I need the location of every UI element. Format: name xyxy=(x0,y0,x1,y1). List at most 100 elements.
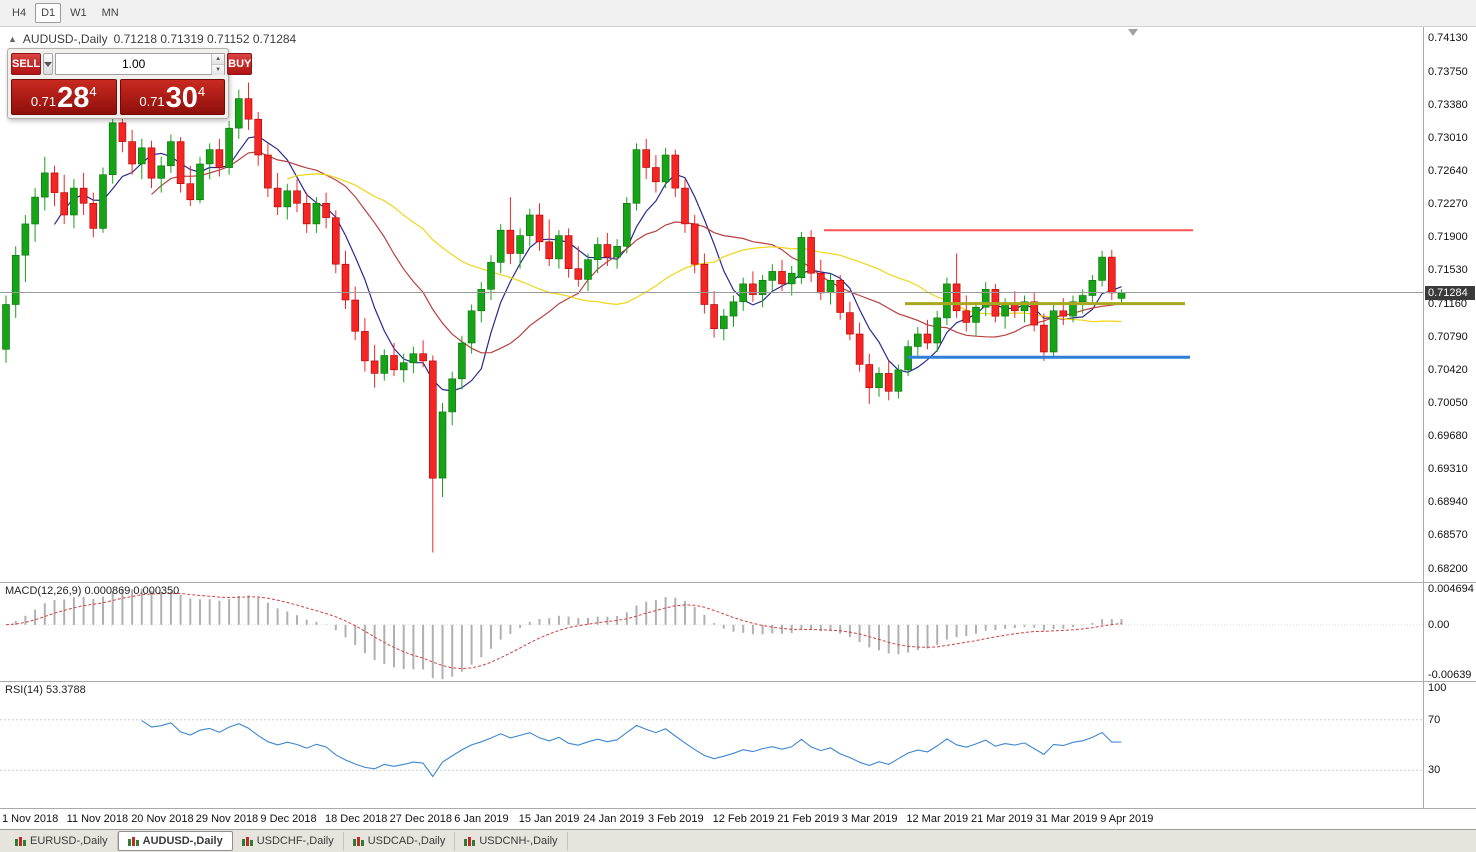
macd-axis-label: 0.00 xyxy=(1428,618,1450,631)
date-axis-label: 21 Mar 2019 xyxy=(971,813,1033,825)
date-axis-label: 9 Apr 2019 xyxy=(1100,813,1154,825)
sell-button[interactable]: SELL xyxy=(11,53,42,75)
date-axis-label: 12 Mar 2019 xyxy=(906,813,969,825)
volume-input[interactable] xyxy=(56,54,212,74)
price-axis-label: 0.73010 xyxy=(1428,132,1468,144)
macd-axis-label: -0.00639 xyxy=(1428,669,1472,681)
chart-ohlc-values: 0.71218 0.71319 0.71152 0.71284 xyxy=(113,32,297,46)
tab-eurusd-daily[interactable]: EURUSD-,Daily xyxy=(6,831,118,851)
price-axis-label: 0.71160 xyxy=(1428,297,1467,310)
chart-tabs-bar: EURUSD-,Daily AUDUSD-,Daily USDCHF-,Dail… xyxy=(0,829,1476,852)
chart-tab-icon xyxy=(15,836,26,846)
price-axis-label: 0.69310 xyxy=(1428,463,1468,476)
sell-price-button[interactable]: 0.71 28 4 xyxy=(11,79,117,115)
timeframe-toolbar: H4 D1 W1 MN xyxy=(0,0,1476,27)
macd-panel: MACD(12,26,9) 0.000869 0.000350 0.004694… xyxy=(0,582,1476,681)
chart-symbol-label: AUDUSD-,Daily xyxy=(22,32,108,46)
rsi-axis-label: 100 xyxy=(1428,682,1447,694)
tab-audusd-daily[interactable]: AUDUSD-,Daily xyxy=(117,831,233,851)
timeframe-w1-button[interactable]: W1 xyxy=(70,7,87,19)
sell-price-prefix: 0.71 xyxy=(30,94,57,109)
rsi-axis[interactable]: 100 70 30 xyxy=(1423,682,1476,808)
price-axis-label: 0.71900 xyxy=(1428,231,1468,244)
volume-dropdown-button[interactable] xyxy=(43,53,54,75)
price-axis-label: 0.68940 xyxy=(1428,496,1468,509)
price-axis-label: 0.70790 xyxy=(1428,330,1468,343)
buy-price-pips: 30 xyxy=(165,82,198,114)
tab-label: USDCHF-,Daily xyxy=(256,835,334,847)
tab-usdcnh-daily[interactable]: USDCNH-,Daily xyxy=(455,831,568,851)
date-axis-label: 20 Nov 2018 xyxy=(131,813,194,825)
chart-shift-marker-icon[interactable] xyxy=(1128,29,1138,36)
buy-price-prefix: 0.71 xyxy=(139,94,165,109)
price-axis-label: 0.72640 xyxy=(1428,165,1468,178)
date-axis-label: 12 Feb 2019 xyxy=(712,813,775,825)
date-axis-label: 27 Dec 2018 xyxy=(389,813,452,825)
macd-label: MACD(12,26,9) 0.000869 0.000350 xyxy=(5,585,180,597)
tab-label: USDCNH-,Daily xyxy=(479,835,558,847)
chart-title: ▲ AUDUSD-,Daily 0.71218 0.71319 0.71152 … xyxy=(8,32,296,46)
rsi-panel: RSI(14) 53.3788 100 70 30 xyxy=(0,681,1476,808)
main-price-panel: ▲ AUDUSD-,Daily 0.71218 0.71319 0.71152 … xyxy=(0,27,1476,582)
macd-axis[interactable]: 0.004694 0.00 -0.00639 xyxy=(1423,583,1476,681)
volume-increase-button[interactable]: ▲ xyxy=(212,54,225,65)
date-axis-label: 15 Jan 2019 xyxy=(518,813,580,825)
tab-label: AUDUSD-,Daily xyxy=(142,835,223,847)
date-axis-label: 18 Dec 2018 xyxy=(325,813,388,825)
timeframe-mn-button[interactable]: MN xyxy=(101,7,119,19)
date-axis-label: 6 Jan 2019 xyxy=(454,813,509,825)
volume-field-wrap: ▲ ▼ xyxy=(55,53,226,75)
sell-price-pips: 28 xyxy=(57,82,90,114)
date-axis-label: 31 Mar 2019 xyxy=(1035,813,1098,825)
rsi-label: RSI(14) 53.3788 xyxy=(5,684,86,696)
date-axis-label: 24 Jan 2019 xyxy=(583,813,644,825)
rsi-axis-label: 30 xyxy=(1428,764,1441,777)
sell-price-point: 4 xyxy=(89,84,97,99)
date-axis-label: 11 Nov 2018 xyxy=(66,813,129,825)
trade-panel-collapse-icon[interactable]: ▲ xyxy=(8,34,17,44)
chart-tab-icon xyxy=(127,836,139,846)
timeframe-d1-button[interactable]: D1 xyxy=(35,3,62,23)
buy-button[interactable]: BUY xyxy=(227,53,253,75)
price-axis-label: 0.68200 xyxy=(1428,562,1468,575)
price-axis-label: 0.69680 xyxy=(1428,430,1468,443)
chart-tab-icon xyxy=(464,836,476,846)
chart-tab-icon xyxy=(241,836,253,846)
chevron-down-icon xyxy=(44,61,53,67)
date-axis-label: 9 Dec 2018 xyxy=(260,813,317,825)
timeframe-h4-button[interactable]: H4 xyxy=(12,7,27,19)
date-axis-label: 3 Feb 2019 xyxy=(648,813,704,825)
price-axis-label: 0.70420 xyxy=(1428,363,1468,376)
buy-price-button[interactable]: 0.71 30 4 xyxy=(119,79,225,115)
price-axis-label: 0.73380 xyxy=(1428,98,1468,111)
chart-stack: ▲ AUDUSD-,Daily 0.71218 0.71319 0.71152 … xyxy=(0,27,1476,829)
rsi-canvas[interactable]: RSI(14) 53.3788 xyxy=(0,682,1423,808)
date-axis[interactable]: 1 Nov 2018 11 Nov 2018 20 Nov 2018 29 Nov 2… xyxy=(0,808,1476,829)
price-axis[interactable]: 0.71284 0.74130 0.73750 0.73380 0.73010 0.72… xyxy=(1423,27,1476,582)
price-axis-label: 0.71530 xyxy=(1428,264,1468,277)
buy-price-point: 4 xyxy=(197,84,206,99)
macd-axis-label: 0.004694 xyxy=(1428,583,1474,595)
price-axis-label: 0.68570 xyxy=(1428,529,1468,542)
rsi-axis-label: 70 xyxy=(1428,713,1441,726)
macd-canvas[interactable]: MACD(12,26,9) 0.000869 0.000350 xyxy=(0,583,1423,681)
tab-label: USDCAD-,Daily xyxy=(367,835,446,847)
main-chart-canvas[interactable]: ▲ AUDUSD-,Daily 0.71218 0.71319 0.71152 … xyxy=(0,27,1423,582)
price-axis-label: 0.74130 xyxy=(1428,31,1468,44)
current-price-badge: 0.71284 xyxy=(1425,285,1475,300)
price-axis-label: 0.72270 xyxy=(1428,198,1468,211)
price-axis-label: 0.70050 xyxy=(1428,396,1468,409)
date-axis-label: 3 Mar 2019 xyxy=(841,813,898,825)
date-axis-label: 1 Nov 2018 xyxy=(2,813,59,825)
tab-usdcad-daily[interactable]: USDCAD-,Daily xyxy=(344,831,456,851)
tab-usdchf-daily[interactable]: USDCHF-,Daily xyxy=(233,831,344,851)
volume-decrease-button[interactable]: ▼ xyxy=(212,65,225,75)
date-axis-label: 21 Feb 2019 xyxy=(777,813,839,825)
date-axis-label: 29 Nov 2018 xyxy=(195,813,259,825)
volume-spinner: ▲ ▼ xyxy=(211,54,225,75)
price-axis-label: 0.73750 xyxy=(1428,65,1468,78)
one-click-trading-panel: SELL ▲ ▼ BUY 0.71 xyxy=(7,48,253,119)
tab-label: EURUSD-,Daily xyxy=(30,835,108,847)
chart-tab-icon xyxy=(352,836,364,846)
